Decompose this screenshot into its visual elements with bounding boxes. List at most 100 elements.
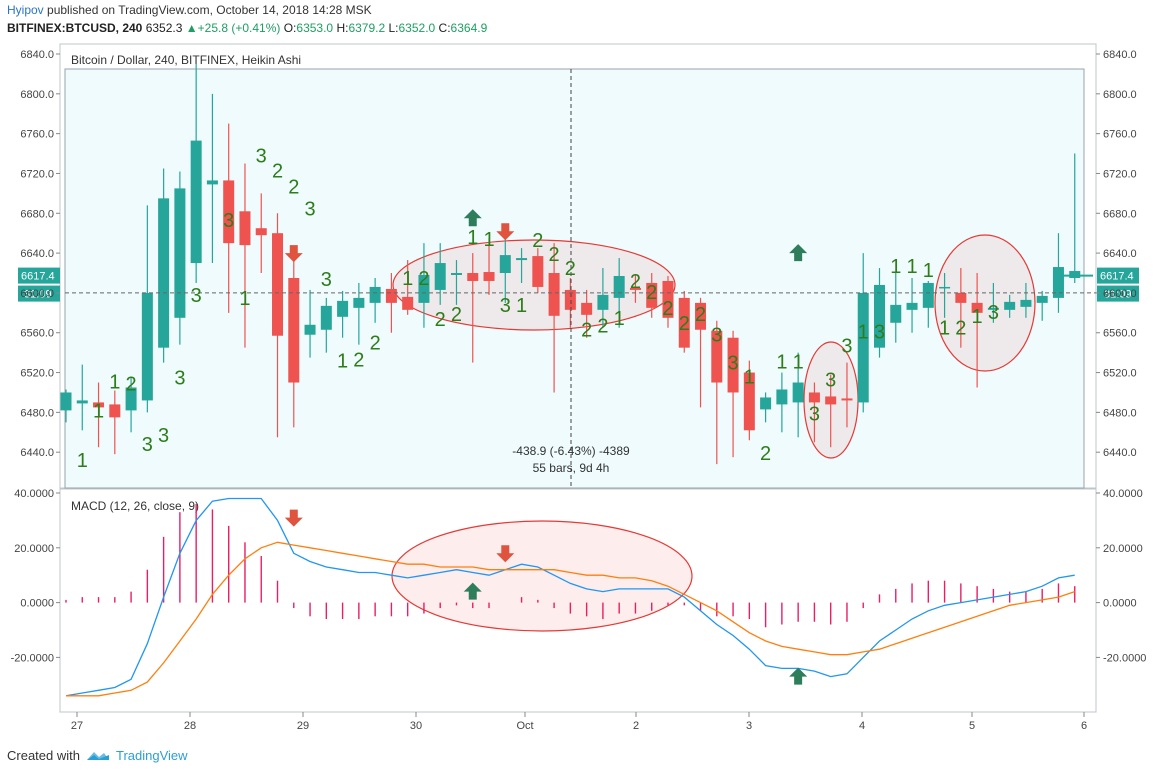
author-link[interactable]: Hyipov [7,3,44,17]
candle-body[interactable] [955,292,967,303]
candle-body[interactable] [922,282,934,308]
price-axis-label-left: 6560.0 [20,328,54,340]
macd-title: MACD (12, 26, close, 9) [71,499,199,513]
candle-body[interactable] [857,292,869,403]
count-label: 1 [890,256,901,278]
candle-body[interactable] [239,211,251,246]
price-axis-label-right: 6640.0 [1103,248,1137,260]
candle-body[interactable] [467,273,479,281]
candle-body[interactable] [60,392,72,411]
count-label: 2 [565,258,576,280]
candle-body[interactable] [402,296,414,310]
candle-body[interactable] [987,307,999,310]
candle-body[interactable] [825,396,837,405]
symbol-label[interactable]: BITFINEX:BTCUSD, 240 [7,21,143,35]
candle-body[interactable] [971,302,983,313]
price-axis-label-left: 6640.0 [20,248,54,260]
candle-body[interactable] [597,294,609,310]
candle-body[interactable] [613,275,625,298]
candle-body[interactable] [434,263,446,290]
open-label: O: [283,21,297,35]
candle-body[interactable] [369,286,381,303]
measure-bars: 55 bars, 9d 4h [533,461,610,475]
candle-body[interactable] [906,302,918,310]
candle-body[interactable] [255,228,267,236]
candle-body[interactable] [890,304,902,323]
candle-body[interactable] [1052,267,1064,298]
time-axis-label: 5 [969,720,975,732]
price-axis-label-left: 6440.0 [20,447,54,459]
candle-body[interactable] [288,277,300,383]
tradingview-brand-link[interactable]: TradingView [115,748,188,763]
candle-body[interactable] [776,389,788,405]
candle-body[interactable] [629,287,641,290]
candle-body[interactable] [646,282,658,308]
macd-pane[interactable]: MACD (12, 26, close, 9) [59,488,1097,713]
candle-body[interactable] [548,273,560,316]
candle-body[interactable] [1004,301,1016,310]
candle-body[interactable] [760,397,772,410]
count-label: 3 [158,425,169,447]
candle-body[interactable] [841,398,853,401]
time-axis-label: Oct [516,720,533,732]
price-axis-label-left: 6600.0 [20,288,54,300]
macd-axis-label-right: -20.0000 [1103,652,1146,664]
candle-body[interactable] [272,233,284,336]
candle-body[interactable] [874,284,885,348]
arrow-down-icon [496,223,515,241]
candle-body[interactable] [1069,271,1081,278]
candle-body[interactable] [483,272,495,281]
candle-body[interactable] [532,256,544,287]
candle-body[interactable] [727,337,739,393]
count-label: 3 [304,198,315,220]
candle-body[interactable] [353,297,365,308]
candle-body[interactable] [581,302,593,315]
candle-body[interactable] [939,286,951,289]
candle-body[interactable] [320,305,332,330]
candle-body[interactable] [678,297,690,348]
count-label: 3 [728,353,739,375]
candle-body[interactable] [141,292,153,401]
candle-body[interactable] [450,273,462,276]
candle-body[interactable] [206,180,218,185]
macd-pane-frame [59,488,1097,713]
count-label: 2 [679,313,690,335]
price-axis-label-right: 6680.0 [1103,208,1137,220]
candle-body[interactable] [743,372,755,431]
arrow-down-icon [496,545,515,563]
candle-body[interactable] [304,324,316,335]
candle-body[interactable] [93,402,105,408]
publish-info: Hyipov published on TradingView.com, Oct… [7,3,372,17]
candle-body[interactable] [385,288,397,303]
candle-body[interactable] [662,280,674,318]
candle-body[interactable] [564,289,576,310]
candle-body[interactable] [223,180,235,244]
macd-axis-label-right: 20.0000 [1103,543,1143,555]
candle-body[interactable] [711,330,723,383]
candle-body[interactable] [418,275,430,303]
candle-body[interactable] [337,300,349,317]
candle-body[interactable] [76,400,88,404]
measure-change: -438.9 (-6.43%) -4389 [512,444,630,458]
candle-body[interactable] [1020,299,1032,307]
count-label: 3 [841,336,852,358]
count-label: 3 [500,295,511,317]
candle-body[interactable] [158,198,170,348]
count-label: 2 [532,230,543,252]
candle-body[interactable] [808,392,820,403]
candle-body[interactable] [499,255,511,274]
candle-body[interactable] [109,404,121,418]
candle-body[interactable] [516,258,528,261]
candle-body[interactable] [695,302,707,330]
macd-line [65,497,1075,697]
candle-body[interactable] [174,188,186,318]
candle-body[interactable] [190,140,202,264]
candle-body[interactable] [1036,295,1048,303]
arrow-down-icon [284,509,303,527]
candle-body[interactable] [792,382,804,403]
open-value: 6353.0 [296,21,334,35]
count-label: 1 [516,295,527,317]
candle-body[interactable] [125,387,137,411]
